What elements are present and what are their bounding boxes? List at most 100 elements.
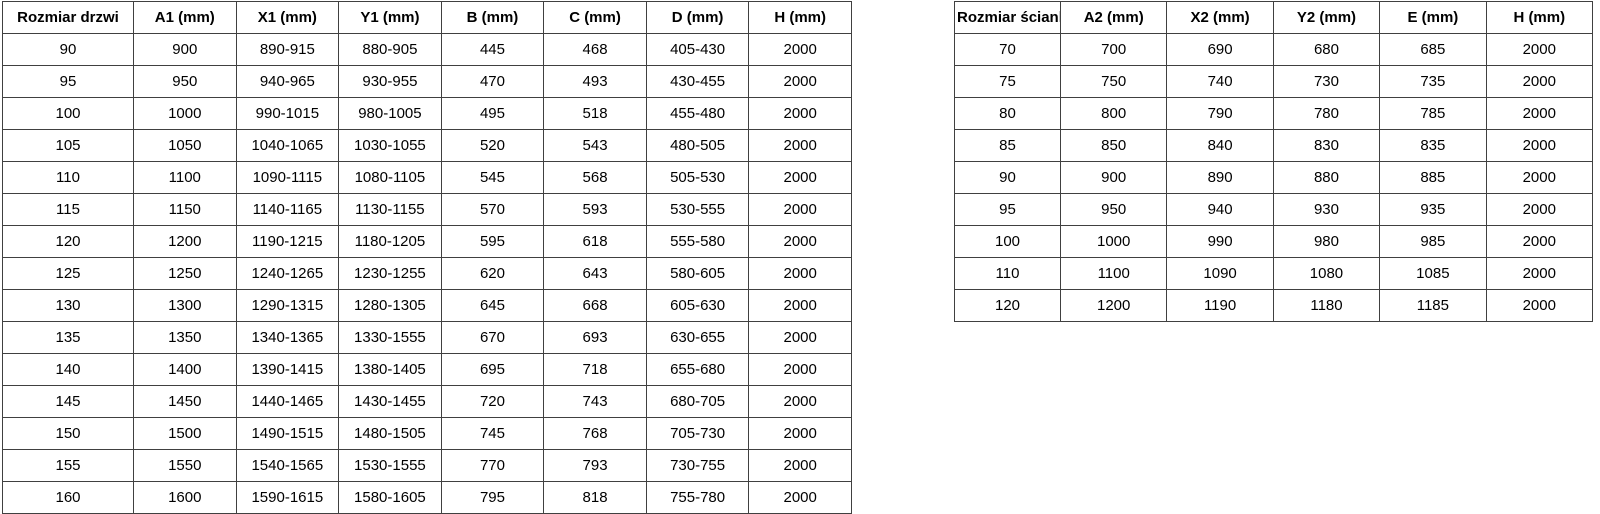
table-row: 155 1550 1540-1565 1530-1555 770 793 730-755 20… — [2, 449, 852, 482]
table-cell: 1350 — [133, 321, 237, 354]
table-row: 145 1450 1440-1465 1430-1455 720 743 680-705 20… — [2, 385, 852, 418]
table-cell: 2000 — [1485, 161, 1594, 194]
column-header: C (mm) — [543, 1, 647, 34]
table-cell: 2000 — [1485, 225, 1594, 258]
table-cell: 480-505 — [645, 129, 750, 162]
table-cell: 700 — [1059, 33, 1168, 66]
table-cell: 1100 — [1059, 257, 1168, 290]
table-cell: 105 — [2, 129, 134, 162]
table-cell: 495 — [440, 97, 545, 130]
table-row: 130 1300 1290-1315 1280-1305 645 668 605-630 20… — [2, 289, 852, 322]
table-cell: 793 — [543, 449, 647, 482]
table-row: 115 1150 1140-1165 1130-1155 570 593 530-555 20… — [2, 193, 852, 226]
table-cell: 70 — [954, 33, 1061, 66]
table-cell: 2000 — [748, 193, 852, 226]
table-cell: 1500 — [133, 417, 237, 450]
table-cell: 835 — [1379, 129, 1487, 162]
table-cell: 2000 — [748, 33, 852, 66]
table-cell: 1185 — [1379, 289, 1487, 322]
table-cell: 735 — [1379, 65, 1487, 98]
table-row: 140 1400 1390-1415 1380-1405 695 718 655-680 20… — [2, 353, 852, 386]
table-cell: 680-705 — [645, 385, 750, 418]
table-cell: 455-480 — [645, 97, 750, 130]
table-cell: 1580-1605 — [338, 481, 442, 514]
table-cell: 1430-1455 — [338, 385, 442, 418]
table-cell: 720 — [440, 385, 545, 418]
table-cell: 110 — [954, 257, 1061, 290]
table-cell: 680 — [1272, 33, 1381, 66]
table-cell: 730 — [1272, 65, 1381, 98]
table-cell: 468 — [543, 33, 647, 66]
table-cell: 2000 — [1485, 257, 1594, 290]
table-cell: 130 — [2, 289, 134, 322]
table-cell: 2000 — [748, 129, 852, 162]
table-cell: 555-580 — [645, 225, 750, 258]
table-cell: 1050 — [133, 129, 237, 162]
table-cell: 1030-1055 — [338, 129, 442, 162]
table-cell: 693 — [543, 321, 647, 354]
table-cell: 135 — [2, 321, 134, 354]
table-row: 120 1200 1190-1215 1180-1205 595 618 555-580 20… — [2, 225, 852, 258]
table-cell: 150 — [2, 417, 134, 450]
table-cell: 1300 — [133, 289, 237, 322]
table-cell: 620 — [440, 257, 545, 290]
column-header: X1 (mm) — [235, 1, 340, 34]
table-cell: 1440-1465 — [235, 385, 340, 418]
table-cell: 2000 — [748, 449, 852, 482]
table-cell: 160 — [2, 481, 134, 514]
table-cell: 1240-1265 — [235, 257, 340, 290]
table-cell: 125 — [2, 257, 134, 290]
wall-size-table: Rozmiar ścianki A2 (mm) X2 (mm) Y2 (mm) E (m… — [954, 1, 1594, 322]
column-header: H (mm) — [748, 1, 852, 34]
table-cell: 840 — [1166, 129, 1274, 162]
table-cell: 593 — [543, 193, 647, 226]
table-cell: 1450 — [133, 385, 237, 418]
door-size-table: Rozmiar drzwi A1 (mm) X1 (mm) Y1 (mm) B (mm)… — [2, 1, 852, 514]
table-cell: 818 — [543, 481, 647, 514]
table-cell: 1540-1565 — [235, 449, 340, 482]
table-cell: 1150 — [133, 193, 237, 226]
table-cell: 2000 — [1485, 193, 1594, 226]
table-cell: 1180-1205 — [338, 225, 442, 258]
table-cell: 718 — [543, 353, 647, 386]
table-cell: 100 — [2, 97, 134, 130]
table-cell: 745 — [440, 417, 545, 450]
table-cell: 2000 — [1485, 97, 1594, 130]
table-cell: 1180 — [1272, 289, 1381, 322]
table-cell: 570 — [440, 193, 545, 226]
table-cell: 430-455 — [645, 65, 750, 98]
table-row: 100 1000 990-1015 980-1005 495 518 455-480 2000 — [2, 97, 852, 130]
table-cell: 90 — [2, 33, 134, 66]
table-cell: 580-605 — [645, 257, 750, 290]
table-row: 90 900 890-915 880-905 445 468 405-430 2000 — [2, 33, 852, 66]
table-cell: 545 — [440, 161, 545, 194]
table-cell: 85 — [954, 129, 1061, 162]
table-cell: 695 — [440, 353, 545, 386]
table-cell: 1040-1065 — [235, 129, 340, 162]
table-cell: 668 — [543, 289, 647, 322]
table-cell: 100 — [954, 225, 1061, 258]
table-cell: 1000 — [1059, 225, 1168, 258]
table-cell: 770 — [440, 449, 545, 482]
table-cell: 1000 — [133, 97, 237, 130]
table-cell: 643 — [543, 257, 647, 290]
table-cell: 900 — [1059, 161, 1168, 194]
table-cell: 120 — [954, 289, 1061, 322]
table-row: 70 700 690 680 685 2000 — [954, 33, 1594, 66]
table-cell: 95 — [2, 65, 134, 98]
table-cell: 935 — [1379, 193, 1487, 226]
table-cell: 1590-1615 — [235, 481, 340, 514]
table-cell: 2000 — [748, 289, 852, 322]
table-cell: 1130-1155 — [338, 193, 442, 226]
table-cell: 1290-1315 — [235, 289, 340, 322]
table-cell: 568 — [543, 161, 647, 194]
table-cell: 655-680 — [645, 353, 750, 386]
table-cell: 1280-1305 — [338, 289, 442, 322]
column-header: Y1 (mm) — [338, 1, 442, 34]
table-row: 150 1500 1490-1515 1480-1505 745 768 705-730 20… — [2, 417, 852, 450]
table-cell: 940 — [1166, 193, 1274, 226]
table-cell: 75 — [954, 65, 1061, 98]
table-cell: 2000 — [1485, 65, 1594, 98]
table-cell: 1530-1555 — [338, 449, 442, 482]
